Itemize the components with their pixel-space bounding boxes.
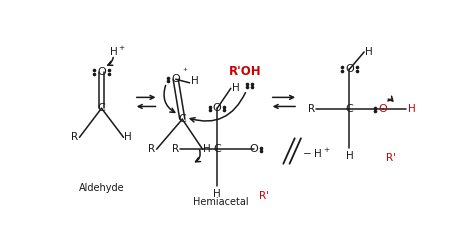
- Text: R: R: [71, 132, 78, 142]
- Text: R': R': [386, 153, 396, 163]
- Text: O: O: [171, 74, 180, 84]
- Text: H: H: [125, 132, 132, 142]
- Text: Hemiacetal: Hemiacetal: [193, 197, 249, 207]
- Text: H: H: [203, 144, 211, 154]
- Text: $^+$: $^+$: [182, 67, 189, 76]
- Text: O: O: [250, 144, 258, 154]
- Text: Aldehyde: Aldehyde: [79, 183, 124, 193]
- Text: R: R: [309, 104, 316, 114]
- Text: H: H: [232, 83, 239, 93]
- Text: C: C: [178, 114, 186, 124]
- Text: O: O: [345, 64, 354, 74]
- Text: O: O: [213, 103, 221, 113]
- Text: $-$ H$^+$: $-$ H$^+$: [302, 147, 331, 160]
- Text: R'OH: R'OH: [228, 65, 261, 78]
- Text: C: C: [346, 104, 353, 114]
- Text: O: O: [378, 104, 387, 114]
- Text: R': R': [259, 191, 269, 201]
- Text: H: H: [408, 104, 415, 114]
- Text: C: C: [213, 144, 221, 154]
- Text: R: R: [172, 144, 179, 154]
- Text: C: C: [98, 103, 105, 113]
- Text: H: H: [365, 47, 373, 57]
- Text: H: H: [213, 189, 221, 199]
- Text: R: R: [148, 144, 155, 154]
- Text: H: H: [346, 151, 353, 160]
- Text: H$^+$: H$^+$: [109, 44, 126, 58]
- Text: $^+$: $^+$: [387, 96, 394, 105]
- Text: O: O: [97, 67, 106, 77]
- Text: H: H: [191, 76, 199, 86]
